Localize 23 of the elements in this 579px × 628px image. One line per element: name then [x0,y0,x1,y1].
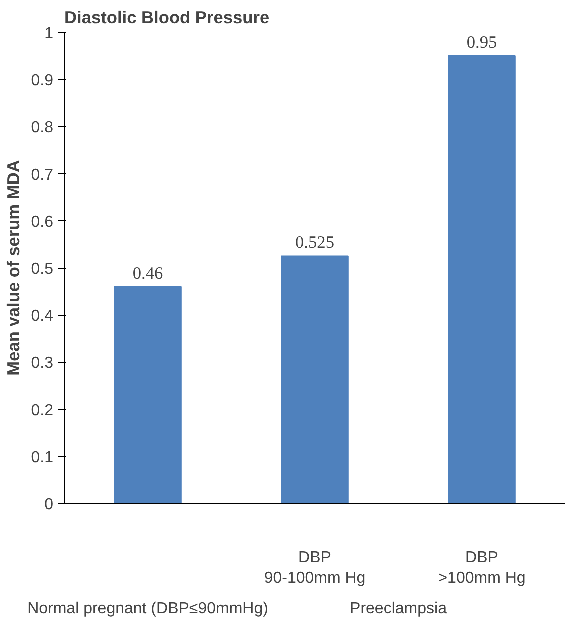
text: Normal pregnant (DBP≤90mmHg) [28,600,268,618]
y-axis-title: Mean value of serum MDA [3,160,24,376]
data-label: 0.95 [466,33,498,52]
bar [114,286,182,504]
y-tick-label: 0.7 [31,166,54,184]
y-tick-label: 0.9 [31,72,54,90]
y-tick-label: 0.4 [31,308,54,326]
y-tick-label: 1 [44,26,54,42]
y-tick-label: 0.6 [31,214,54,231]
bar [281,256,349,504]
x-tick-label: DBP >100mm Hg [438,550,526,587]
y-tick-label: 0.8 [31,120,54,137]
data-label: 0.46 [132,264,164,283]
text: Preeclampsia [350,600,448,618]
y-tick-label: 0.2 [31,402,54,420]
y-tick-label: 0.3 [31,355,54,372]
chart-title: Diastolic Blood Pressure [64,8,270,28]
y-tick-label: 0.1 [31,449,54,466]
x-tick-label: DBP 90-100mm Hg [264,550,366,587]
y-tick-label: 0.5 [31,261,54,278]
data-label: 0.525 [296,233,335,252]
bar [448,56,516,504]
y-tick-label: 0 [44,496,54,514]
